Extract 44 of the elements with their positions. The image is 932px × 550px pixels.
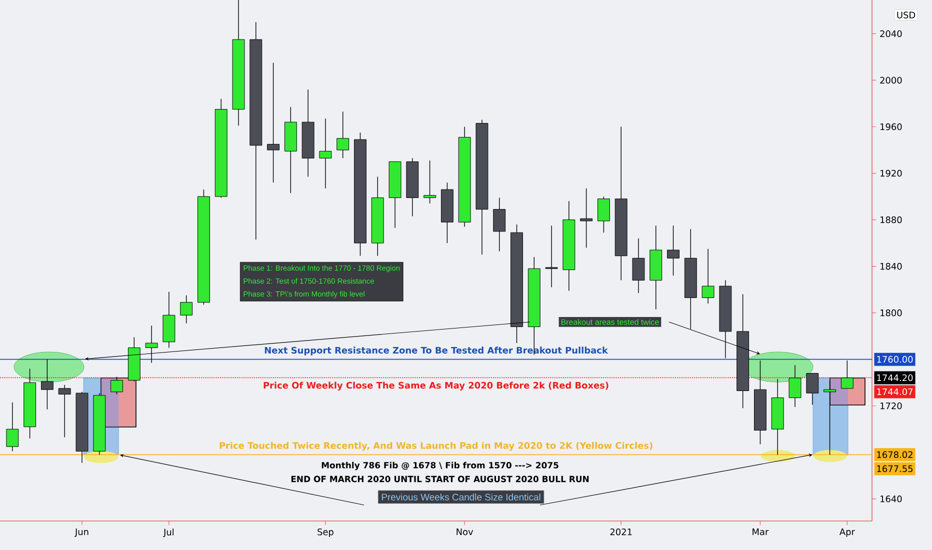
y-tick-label: 1720 — [880, 402, 902, 410]
candlestick — [667, 225, 680, 276]
candlestick — [632, 238, 645, 294]
annotation: 1744.20 — [877, 374, 913, 382]
y-axis-title: USD — [897, 12, 916, 18]
ref-line-label: Price Touched Twice Recently, And Was Launch Pad in May 2020 to 2K (Yellow Circles) — [220, 442, 652, 451]
annotation: Monthly 786 Fib @ 1678 \ Fib from 1570 ---> 2075 — [322, 462, 558, 470]
annotation: END OF MARCH 2020 UNTIL START OF AUGUST 2020 BULL RUN — [291, 476, 589, 482]
x-tick-label: Sep — [318, 528, 334, 538]
candlestick — [545, 225, 558, 288]
y-tick-label: 1840 — [880, 262, 902, 270]
candlestick — [788, 364, 802, 408]
y-tick-label: 1920 — [880, 170, 902, 177]
x-tick-label: Mar — [752, 528, 769, 536]
x-tick-label: Nov — [456, 528, 474, 536]
candlestick — [493, 197, 506, 252]
annotation: 1678.02 — [877, 451, 912, 458]
x-tick-label: 2021 — [610, 528, 632, 536]
text: 1677.55 — [877, 465, 913, 472]
annotation: 1760.00 — [877, 356, 913, 363]
y-tick-label: 2040 — [880, 30, 902, 38]
candlestick — [336, 111, 350, 159]
y-tick-label: 1880 — [880, 216, 902, 224]
x-tick-label: Apr — [839, 528, 855, 537]
y-tick-label: 1800 — [880, 309, 902, 316]
candlestick — [40, 359, 54, 410]
y-tick-label: 1640 — [880, 496, 902, 502]
x-tick-label: Jun — [74, 528, 88, 537]
candlestick — [180, 295, 193, 324]
text: 1744.07 — [877, 388, 913, 396]
y-tick-label: 2000 — [880, 76, 902, 84]
y-tick-label: 1960 — [880, 123, 902, 130]
ref-line-label: Price Of Weekly Close The Same As May 2020 Before 2k (Red Boxes) — [264, 382, 608, 390]
candlestick — [6, 402, 19, 452]
candlestick — [267, 62, 280, 183]
candlestick — [806, 372, 819, 406]
candlestick — [597, 196, 610, 233]
candlestick — [580, 188, 593, 248]
candlestick — [702, 248, 714, 304]
candlestick — [319, 118, 332, 189]
x-tick-label: Jul — [163, 528, 174, 538]
candlestick — [424, 160, 436, 204]
candlestick — [58, 384, 71, 438]
annotation: Previous Weeks Candle Size Identical — [382, 494, 540, 500]
